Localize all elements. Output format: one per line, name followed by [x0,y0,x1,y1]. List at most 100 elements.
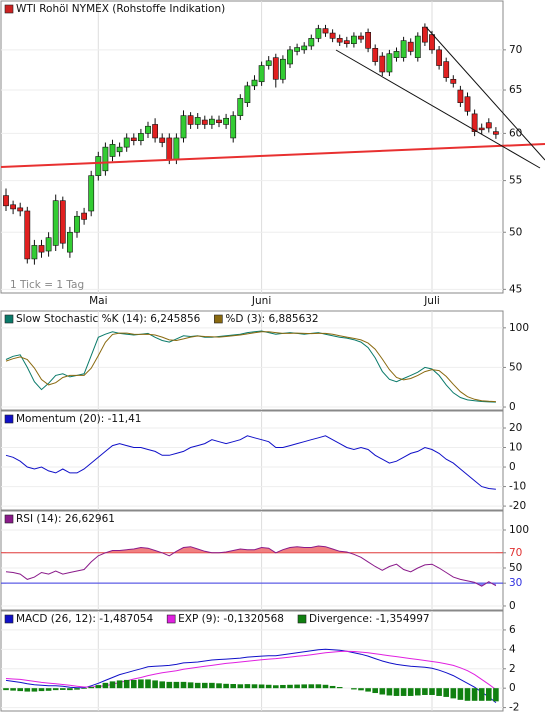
bar [180,681,187,689]
panel: -20 -10 0 10 20 [0,410,526,512]
candle-body [279,58,286,80]
bar [159,681,165,689]
marks [3,648,499,703]
legend-swatch [166,614,176,624]
bar [88,686,94,689]
y-tick-label: 100 [509,524,529,536]
candle-body [393,51,400,58]
marks [1,545,503,587]
candle-body [287,49,293,65]
candle-body [457,89,464,103]
legend-swatch [4,4,14,14]
legend-swatch [4,514,14,524]
candle-body [485,122,492,129]
panel-frame [0,410,504,511]
candle-body [173,137,180,160]
bar [351,688,357,690]
bar [407,688,414,696]
panel-frame [0,510,504,611]
legend-swatch [4,614,14,624]
candle-body [209,118,215,125]
candle-body [429,34,435,51]
legend-label: EXP (9): -0,1320568 [178,613,284,625]
legend-label: Divergence: -1,354997 [309,613,430,625]
candle-body [251,79,258,87]
bar [131,679,137,689]
bar [464,688,471,701]
bar [223,683,229,689]
candle-body [31,245,38,260]
candle-body [81,212,87,220]
candle-body [272,57,279,80]
candle-body [223,117,229,125]
bar [81,688,87,689]
bar [329,685,336,689]
bar [322,684,329,689]
candle-body [365,32,371,49]
bar [31,688,38,692]
candle-body [464,96,471,112]
bar [450,688,457,699]
candle-body [201,119,208,125]
bar [301,684,307,689]
candle-body [244,85,251,103]
candle-body [116,146,123,153]
candle-body [3,195,9,207]
candle-body [38,245,45,253]
candle-body [230,115,237,139]
bar [237,684,244,689]
candle-body [343,40,350,44]
y-tick-label: 20 [509,422,522,434]
bar [173,681,180,689]
panel: -2 0 2 4 6 [0,610,519,714]
bar [422,688,428,695]
x-tick-label: Juli [423,295,440,307]
y-tick-label: 50 [509,226,522,238]
bar [187,682,194,689]
y-tick-label: 100 [509,322,529,334]
candle-body [194,117,201,125]
candle-body [59,200,66,244]
bar [379,688,386,695]
legend-swatch [297,614,307,624]
bar [38,688,45,692]
panel: 0 50 100 [0,310,529,413]
candle-body [379,55,386,73]
bar [10,688,16,691]
bar [443,688,449,697]
panel-frame [0,610,504,712]
bar [308,684,315,689]
bar [194,682,201,689]
bar [471,688,478,701]
bar [251,684,258,689]
candle-body [322,28,329,34]
bar [386,688,393,696]
bar [400,688,407,696]
bar [365,688,371,692]
y-tick-label: -10 [509,481,526,493]
candle-body [258,65,265,83]
bar [415,688,421,696]
panel: Mai Juni Juli 45 50 55 60 65 70 1 Tick = 1 Tag [0,0,522,307]
bar [145,679,151,689]
candle-body [301,45,308,51]
legend-label: Momentum (20): -11,41 [16,413,141,425]
y-tick-label: 45 [509,283,522,295]
bar [486,688,492,701]
candle-body [52,200,59,246]
y-tick-label: 0 [509,401,516,413]
bar [372,688,378,694]
candle-body [421,26,428,43]
candle-body [88,175,95,212]
line [5,435,496,490]
legend-label: %D (3): 6,885632 [225,313,318,325]
bar [17,688,23,692]
y-tick-label: 0 [509,682,516,694]
candle-body [95,156,102,176]
candle-body [237,98,244,116]
y-tick-label: 70 [509,547,522,559]
y-tick-label: 65 [509,84,522,96]
candle-body [17,207,24,212]
